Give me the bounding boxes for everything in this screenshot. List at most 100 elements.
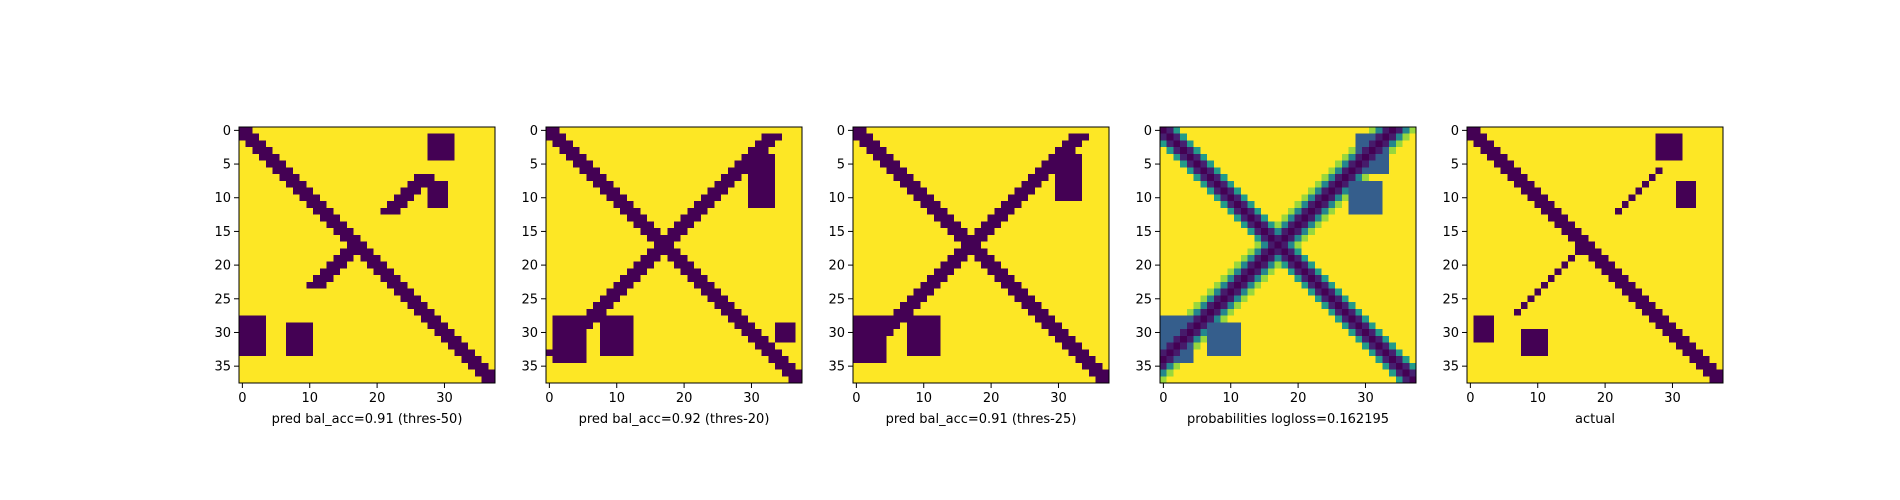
heatmap-cell xyxy=(326,255,334,263)
heatmap-cell xyxy=(640,315,648,323)
heatmap-cell xyxy=(326,167,334,175)
heatmap-cell xyxy=(414,248,422,256)
heatmap-cell xyxy=(407,174,415,182)
heatmap-cell xyxy=(333,295,341,303)
heatmap-cell xyxy=(1314,221,1323,229)
heatmap-cell xyxy=(734,315,742,323)
heatmap-cell xyxy=(660,248,668,256)
heatmap-cell xyxy=(879,160,888,168)
heatmap-cell xyxy=(1068,322,1076,330)
heatmap-cell xyxy=(1055,234,1063,242)
heatmap-cell xyxy=(400,174,408,182)
heatmap-cell xyxy=(913,255,921,263)
heatmap-cell xyxy=(1301,167,1309,175)
heatmap-cell xyxy=(1102,295,1110,303)
heatmap-cell xyxy=(694,335,702,343)
heatmap-cell xyxy=(866,308,874,317)
heatmap-cell xyxy=(920,255,928,263)
heatmap-cell xyxy=(1095,201,1103,209)
heatmap-cell xyxy=(893,167,901,175)
heatmap-cell xyxy=(866,362,874,370)
heatmap-cell xyxy=(1095,248,1103,256)
heatmap-cell xyxy=(1095,288,1103,296)
heatmap-cell xyxy=(333,329,341,337)
heatmap-cell xyxy=(420,174,429,182)
heatmap-cell xyxy=(754,248,762,256)
heatmap-cell xyxy=(380,335,388,343)
heatmap-cell xyxy=(933,248,941,256)
heatmap-cell xyxy=(721,221,729,229)
heatmap-cell xyxy=(893,133,901,141)
heatmap-cell xyxy=(647,241,655,249)
heatmap-cell xyxy=(741,322,749,330)
heatmap-cell xyxy=(393,329,402,337)
heatmap-cell xyxy=(927,255,935,263)
heatmap-cell xyxy=(393,356,402,364)
heatmap-cell xyxy=(1082,281,1090,290)
heatmap-cell xyxy=(734,255,742,263)
heatmap-cell xyxy=(1227,147,1235,155)
heatmap-cell xyxy=(721,288,729,296)
heatmap-cell xyxy=(1102,288,1110,296)
heatmap-cell xyxy=(866,147,874,155)
heatmap-cell xyxy=(927,248,935,256)
heatmap-cell xyxy=(1055,315,1063,323)
heatmap-cell xyxy=(420,288,429,296)
heatmap-cell xyxy=(1034,255,1043,263)
heatmap-cell xyxy=(606,342,614,350)
heatmap-cell xyxy=(667,167,675,175)
heatmap-cell xyxy=(727,153,736,162)
heatmap-cell xyxy=(680,241,688,249)
heatmap-cell xyxy=(1028,174,1036,182)
heatmap-cell xyxy=(434,234,442,242)
heatmap-cell xyxy=(754,174,762,182)
heatmap-cell xyxy=(1254,194,1262,202)
heatmap-cell xyxy=(1166,214,1174,222)
heatmap-cell xyxy=(286,214,294,222)
heatmap-cell xyxy=(447,308,455,317)
heatmap-cell xyxy=(906,153,915,162)
heatmap-cell xyxy=(1075,147,1083,155)
heatmap-cell xyxy=(599,308,608,317)
heatmap-cell xyxy=(346,228,354,236)
heatmap-cell xyxy=(920,342,928,350)
heatmap-cell xyxy=(454,342,462,350)
heatmap-cell xyxy=(1186,194,1195,202)
heatmap-cell xyxy=(927,349,935,357)
heatmap-cell xyxy=(427,356,435,364)
heatmap-cell xyxy=(987,308,995,317)
heatmap-cell xyxy=(1041,288,1049,296)
heatmap-cell xyxy=(687,140,695,148)
heatmap-cell xyxy=(954,153,962,162)
heatmap-cell xyxy=(1267,207,1275,215)
heatmap-cell xyxy=(1021,335,1029,343)
heatmap-cell xyxy=(927,362,935,370)
heatmap-cell xyxy=(994,255,1002,263)
heatmap-cell xyxy=(781,369,789,377)
heatmap-cell xyxy=(1362,180,1370,189)
heatmap-cell xyxy=(748,140,756,148)
heatmap-cell xyxy=(245,308,253,317)
heatmap-cell xyxy=(981,187,989,195)
heatmap-cell xyxy=(1200,187,1208,195)
heatmap-cell xyxy=(279,133,287,141)
heatmap-cell xyxy=(687,228,695,236)
heatmap-cell xyxy=(599,255,608,263)
heatmap-cell xyxy=(1021,342,1029,350)
heatmap-cell xyxy=(1082,376,1090,384)
heatmap-cell xyxy=(239,187,247,195)
heatmap-cell xyxy=(1362,201,1370,209)
heatmap-cell xyxy=(781,180,789,189)
heatmap-cell xyxy=(694,133,702,141)
heatmap-cell xyxy=(707,288,715,296)
heatmap-cell xyxy=(313,180,321,189)
heatmap-cell xyxy=(994,248,1002,256)
heatmap-cell xyxy=(954,261,962,269)
heatmap-cell xyxy=(1207,140,1215,148)
heatmap-cell xyxy=(427,160,435,168)
heatmap-cell xyxy=(1102,322,1110,330)
heatmap-cells xyxy=(853,127,1110,384)
heatmap-cell xyxy=(313,329,321,337)
heatmap-cell xyxy=(1247,140,1255,148)
heatmap-cell xyxy=(906,187,915,195)
